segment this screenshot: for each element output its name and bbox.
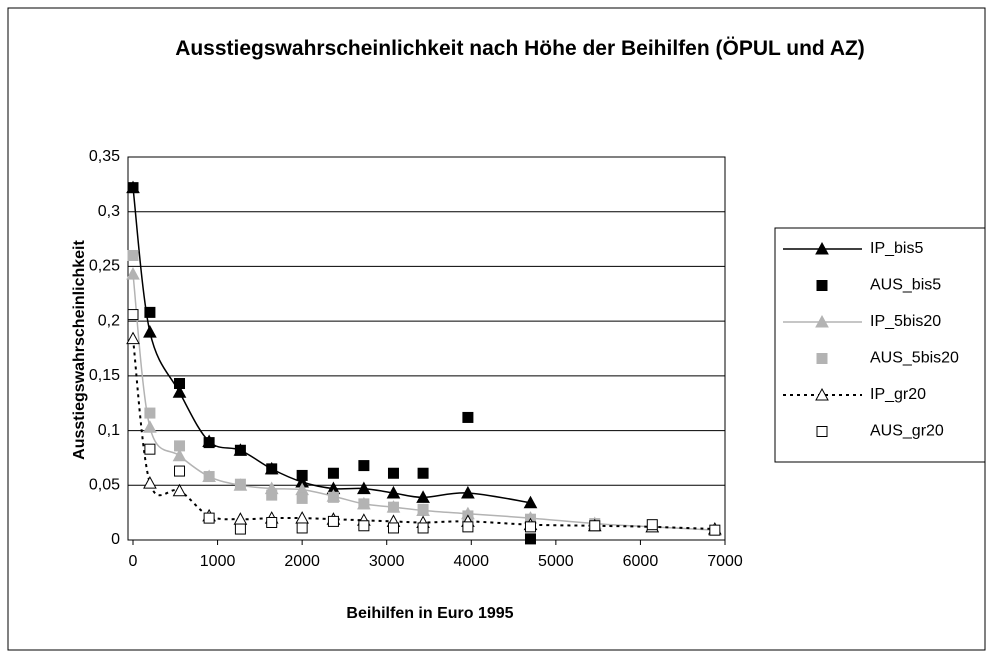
marker bbox=[417, 522, 429, 534]
plot-area bbox=[127, 156, 726, 541]
marker bbox=[203, 471, 215, 483]
x-tick-label: 4000 bbox=[453, 553, 489, 570]
marker bbox=[386, 485, 401, 499]
legend-marker bbox=[816, 280, 828, 291]
marker bbox=[327, 491, 339, 503]
marker bbox=[327, 467, 339, 479]
marker bbox=[417, 503, 429, 515]
x-tick-label: 2000 bbox=[284, 553, 320, 570]
marker bbox=[126, 331, 140, 345]
marker bbox=[143, 476, 157, 489]
marker bbox=[461, 485, 475, 499]
marker bbox=[143, 325, 157, 338]
y-tick-label: 0,35 bbox=[89, 148, 120, 165]
marker bbox=[416, 490, 430, 503]
marker bbox=[327, 515, 339, 527]
x-tick-label: 0 bbox=[129, 553, 138, 570]
marker bbox=[172, 483, 187, 497]
marker bbox=[296, 469, 308, 481]
marker bbox=[417, 467, 429, 479]
marker bbox=[358, 460, 370, 472]
marker bbox=[357, 481, 371, 495]
legend-label: IP_gr20 bbox=[870, 386, 926, 403]
legend-marker bbox=[815, 314, 829, 328]
marker bbox=[266, 489, 278, 501]
marker bbox=[296, 522, 308, 534]
y-tick-label: 0,1 bbox=[98, 422, 120, 439]
marker bbox=[646, 519, 658, 531]
y-tick-label: 0,05 bbox=[89, 477, 120, 494]
x-tick-label: 5000 bbox=[538, 553, 574, 570]
marker bbox=[144, 443, 156, 455]
x-tick-label: 6000 bbox=[623, 553, 659, 570]
marker bbox=[387, 467, 399, 479]
marker bbox=[524, 533, 536, 545]
marker bbox=[143, 420, 157, 433]
marker bbox=[296, 492, 308, 504]
marker bbox=[266, 463, 278, 475]
marker bbox=[462, 411, 474, 423]
marker bbox=[709, 524, 721, 536]
y-tick-label: 0,25 bbox=[89, 258, 120, 275]
marker bbox=[127, 182, 139, 194]
x-tick-label: 1000 bbox=[200, 553, 236, 570]
marker bbox=[203, 512, 215, 524]
marker bbox=[589, 520, 601, 532]
y-tick-label: 0,3 bbox=[98, 203, 120, 220]
marker bbox=[127, 309, 139, 321]
marker bbox=[172, 448, 187, 462]
legend-marker bbox=[815, 241, 829, 255]
legend-box bbox=[774, 227, 986, 463]
x-axis-title: Beihilfen in Euro 1995 bbox=[346, 605, 513, 622]
marker bbox=[144, 306, 156, 318]
marker bbox=[234, 444, 246, 456]
y-tick-label: 0,15 bbox=[89, 367, 120, 384]
marker bbox=[523, 495, 538, 509]
marker bbox=[174, 378, 186, 390]
marker bbox=[358, 498, 370, 510]
marker bbox=[144, 407, 156, 419]
marker bbox=[174, 440, 186, 452]
legend-label: IP_bis5 bbox=[870, 240, 923, 257]
marker bbox=[387, 522, 399, 534]
marker bbox=[358, 520, 370, 532]
y-tick-label: 0,2 bbox=[98, 312, 120, 329]
marker bbox=[234, 478, 246, 490]
marker bbox=[462, 521, 474, 533]
marker bbox=[126, 267, 140, 280]
marker bbox=[524, 521, 536, 533]
legend-label: AUS_bis5 bbox=[870, 277, 941, 294]
legend-marker bbox=[816, 353, 828, 364]
chart-title: Ausstiegswahrscheinlichkeit nach Höhe de… bbox=[175, 37, 865, 60]
marker bbox=[172, 385, 187, 398]
x-tick-label: 7000 bbox=[707, 553, 743, 570]
y-axis-title: Ausstiegswahrscheinlichkeit bbox=[71, 240, 88, 460]
legend-label: AUS_5bis20 bbox=[870, 350, 959, 367]
legend-marker bbox=[816, 426, 828, 437]
marker bbox=[174, 465, 186, 477]
marker bbox=[127, 249, 139, 261]
marker bbox=[203, 437, 215, 449]
legend-label: AUS_gr20 bbox=[870, 423, 944, 440]
y-tick-label: 0 bbox=[111, 531, 120, 548]
x-tick-label: 3000 bbox=[369, 553, 405, 570]
marker bbox=[266, 516, 278, 528]
legend-marker bbox=[815, 387, 829, 401]
marker bbox=[387, 501, 399, 513]
legend-label: IP_5bis20 bbox=[870, 313, 941, 330]
marker bbox=[234, 523, 246, 535]
